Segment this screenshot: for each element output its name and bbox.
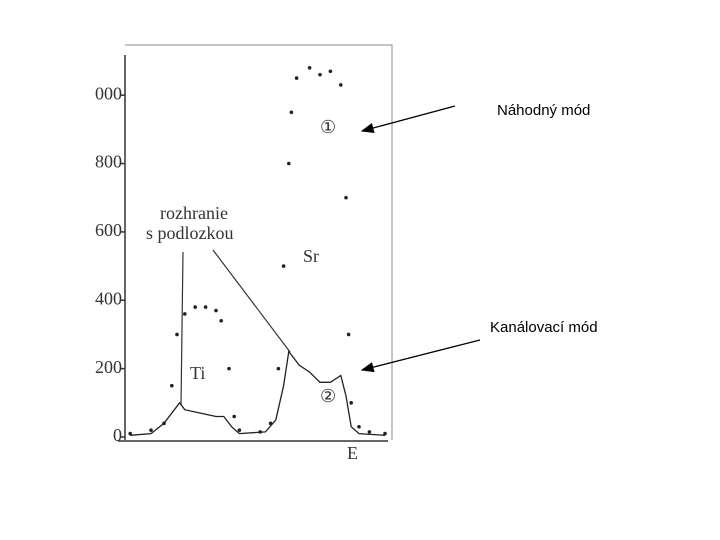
series-label: Náhodný mód: [497, 102, 590, 119]
annotation: ①: [320, 117, 336, 138]
series-line: [130, 349, 386, 436]
data-point: [128, 431, 132, 436]
arrow: [360, 105, 456, 133]
frame: [125, 44, 393, 440]
y-tick-label: 600: [95, 220, 122, 240]
data-point: [349, 401, 354, 405]
data-point: [219, 318, 223, 323]
x-axis-label: E: [347, 443, 358, 463]
series-label: Kanálovací mód: [490, 319, 598, 336]
data-point: [367, 430, 372, 434]
y-tick-label: 200: [95, 357, 122, 377]
arrow: [360, 339, 481, 373]
y-tick-label: 0: [113, 425, 122, 445]
data-point: [346, 332, 351, 337]
data-point: [289, 110, 294, 115]
data-point: [170, 383, 174, 388]
data-point: [328, 69, 333, 74]
data-point: [214, 308, 218, 313]
data-point: [203, 305, 208, 309]
y-tick-label: 400: [95, 288, 122, 308]
data-point: [193, 305, 197, 309]
data-point: [344, 195, 348, 200]
annotation: rozhranie: [160, 203, 228, 223]
data-point: [175, 332, 179, 337]
data-point: [339, 83, 343, 87]
data-point: [357, 424, 361, 429]
data-point: [183, 312, 187, 316]
data-point: [276, 366, 281, 371]
y-tick-label: 000: [95, 83, 122, 103]
data-point: [281, 264, 286, 268]
data-point: [318, 72, 322, 77]
annotation: Sr: [303, 246, 319, 266]
annotation: ②: [320, 386, 336, 407]
annotation: s podlozkou: [146, 223, 234, 243]
data-point: [294, 76, 299, 80]
data-point: [287, 161, 291, 166]
annotation: Ti: [190, 363, 205, 383]
data-point: [307, 66, 312, 70]
data-point: [227, 366, 231, 371]
data-point: [149, 428, 153, 432]
data-point: [383, 431, 387, 436]
data-point: [232, 414, 236, 419]
pointer-line: [212, 249, 291, 353]
y-tick-label: 800: [95, 152, 122, 172]
data-point: [237, 428, 242, 432]
pointer-line: [180, 251, 184, 406]
